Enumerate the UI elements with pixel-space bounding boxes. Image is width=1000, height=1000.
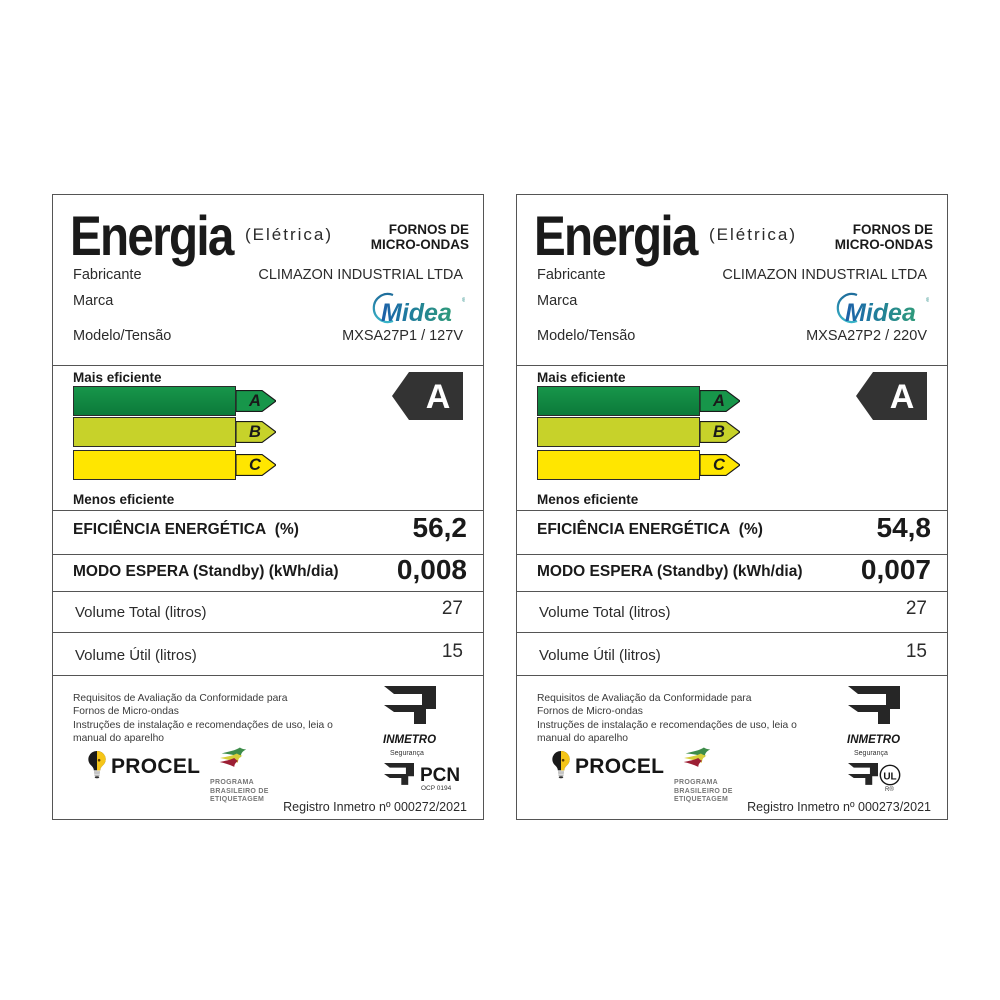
svg-text:Midea: Midea [845, 299, 916, 326]
svg-text:B: B [249, 422, 261, 441]
svg-text:UL: UL [883, 771, 896, 782]
svg-text:Midea: Midea [381, 299, 452, 326]
svg-text:C: C [249, 455, 262, 474]
svg-text:B: B [713, 422, 725, 441]
svg-text:A: A [712, 391, 725, 410]
svg-text:C: C [713, 455, 726, 474]
svg-text:A: A [890, 378, 915, 416]
svg-text:®: ® [462, 296, 465, 304]
svg-text:®: ® [926, 296, 929, 304]
svg-text:A: A [426, 378, 451, 416]
svg-text:A: A [248, 391, 261, 410]
